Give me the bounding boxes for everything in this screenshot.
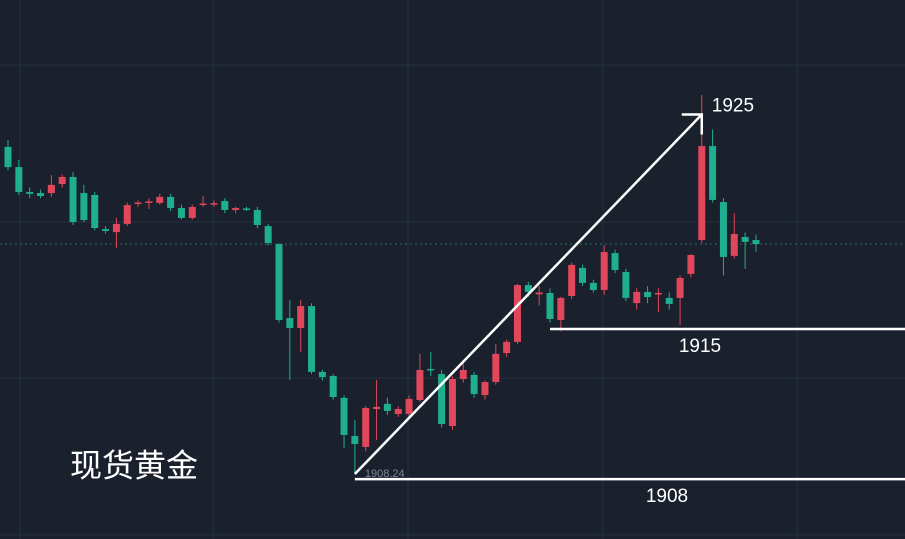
- candle-body: [188, 206, 196, 218]
- candle-body: [177, 208, 185, 218]
- candle-body: [654, 292, 662, 295]
- candle-body: [589, 282, 597, 290]
- candle-body: [730, 234, 738, 256]
- candle-body: [253, 209, 261, 225]
- candle-body: [329, 375, 337, 398]
- candle-body: [513, 285, 521, 342]
- candle-body: [340, 397, 348, 435]
- candle-body: [232, 208, 240, 210]
- candle-body: [438, 374, 446, 425]
- candle-body: [102, 229, 110, 231]
- peak-label: 1925: [712, 96, 754, 117]
- candle-body: [394, 409, 402, 414]
- candle-body: [297, 306, 305, 328]
- trend-arrow: [353, 113, 703, 475]
- candle-body: [91, 194, 99, 228]
- low-label: 1908.24: [365, 468, 405, 480]
- candle-body: [318, 371, 326, 378]
- candle-body: [134, 202, 142, 204]
- candle-body: [199, 203, 207, 206]
- candle-body: [264, 226, 272, 244]
- candle-body: [286, 318, 294, 328]
- candle-body: [698, 146, 706, 241]
- candle-body: [665, 297, 673, 304]
- candle-body: [579, 267, 587, 283]
- candle-body: [481, 381, 489, 396]
- candle-body: [492, 353, 500, 382]
- candle-body: [557, 297, 565, 321]
- candle-body: [156, 196, 164, 203]
- candle-body: [4, 146, 12, 168]
- level-label: 1908: [646, 486, 688, 507]
- candle-body: [80, 193, 88, 221]
- candle-body: [719, 202, 727, 257]
- candle-body: [741, 237, 749, 242]
- candle-body: [622, 271, 630, 298]
- arrow-head: [681, 113, 704, 135]
- candle-body: [633, 291, 641, 304]
- candle-body: [427, 368, 435, 371]
- candle-body: [373, 406, 381, 410]
- candle-body: [275, 244, 283, 321]
- candle-body: [503, 341, 511, 354]
- candle-body: [752, 240, 760, 245]
- candle-body: [37, 193, 45, 197]
- candle-body: [123, 205, 131, 224]
- level-label: 1915: [679, 336, 721, 357]
- candle-body: [167, 196, 175, 209]
- candle-body: [58, 176, 66, 185]
- candle-body: [221, 200, 229, 210]
- candle-body: [470, 374, 478, 395]
- candle-body: [308, 306, 316, 372]
- candle-body: [416, 369, 424, 401]
- candle-body: [242, 208, 250, 210]
- candle-body: [26, 191, 34, 194]
- candle-body: [47, 184, 55, 194]
- candle-body: [383, 403, 391, 411]
- candle-body: [210, 203, 218, 205]
- candle-body: [611, 253, 619, 271]
- candle-body: [600, 252, 608, 290]
- candle-body: [459, 369, 467, 379]
- candle-body: [145, 201, 153, 203]
- candle-body: [112, 223, 120, 233]
- candle-body: [69, 176, 77, 222]
- candle-body: [687, 255, 695, 274]
- candle-body: [405, 398, 413, 414]
- candle-body: [535, 292, 543, 295]
- chart-title: 现货黄金: [70, 447, 198, 483]
- candle-body: [362, 407, 370, 447]
- candle-body: [524, 285, 532, 292]
- candle-body: [15, 167, 23, 192]
- candle-body: [676, 277, 684, 298]
- candle-body: [546, 292, 554, 319]
- candle-body: [644, 291, 652, 298]
- candle-body: [448, 378, 456, 426]
- candle-body: [709, 146, 717, 200]
- candle-body: [568, 264, 576, 296]
- candle-body: [351, 436, 359, 444]
